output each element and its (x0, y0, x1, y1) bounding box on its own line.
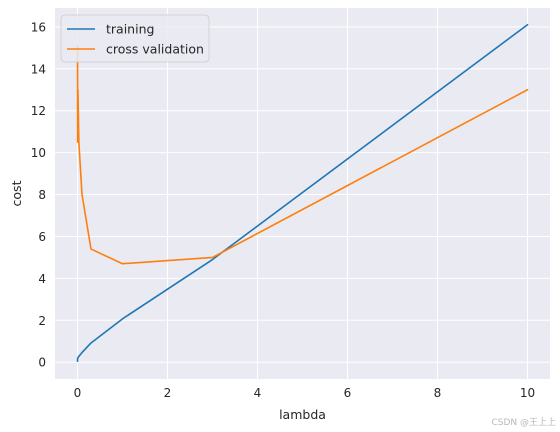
x-tick-label: 0 (74, 386, 82, 400)
y-tick-label: 2 (38, 314, 46, 328)
x-tick-labels: 0 2 4 6 8 10 (74, 386, 535, 400)
legend-label: cross validation (106, 42, 204, 57)
x-tick-label: 6 (344, 386, 352, 400)
y-tick-label: 8 (38, 188, 46, 202)
x-tick-label: 2 (164, 386, 172, 400)
series-line-cross-validation (76, 44, 529, 265)
y-tick-label: 10 (31, 146, 46, 160)
watermark: CSDN @王上上 (491, 418, 556, 428)
y-tick-label: 6 (38, 230, 46, 244)
x-tick-label: 10 (520, 386, 535, 400)
y-tick-label: 12 (31, 104, 46, 118)
x-tick-label: 8 (434, 386, 442, 400)
series-lines (76, 23, 529, 362)
y-tick-label: 14 (31, 62, 46, 76)
grid (55, 8, 550, 379)
y-tick-label: 16 (31, 20, 46, 34)
legend-label: training (106, 22, 154, 37)
y-tick-label: 0 (38, 356, 46, 370)
legend-box (60, 14, 210, 63)
y-tick-labels: 0 2 4 6 8 10 12 14 16 (31, 20, 46, 369)
y-axis-label: cost (9, 180, 24, 206)
y-tick-label: 4 (38, 272, 46, 286)
x-tick-label: 4 (254, 386, 262, 400)
legend: training cross validation (60, 14, 210, 63)
x-axis-label: lambda (279, 407, 326, 422)
series-line-training (76, 23, 529, 362)
